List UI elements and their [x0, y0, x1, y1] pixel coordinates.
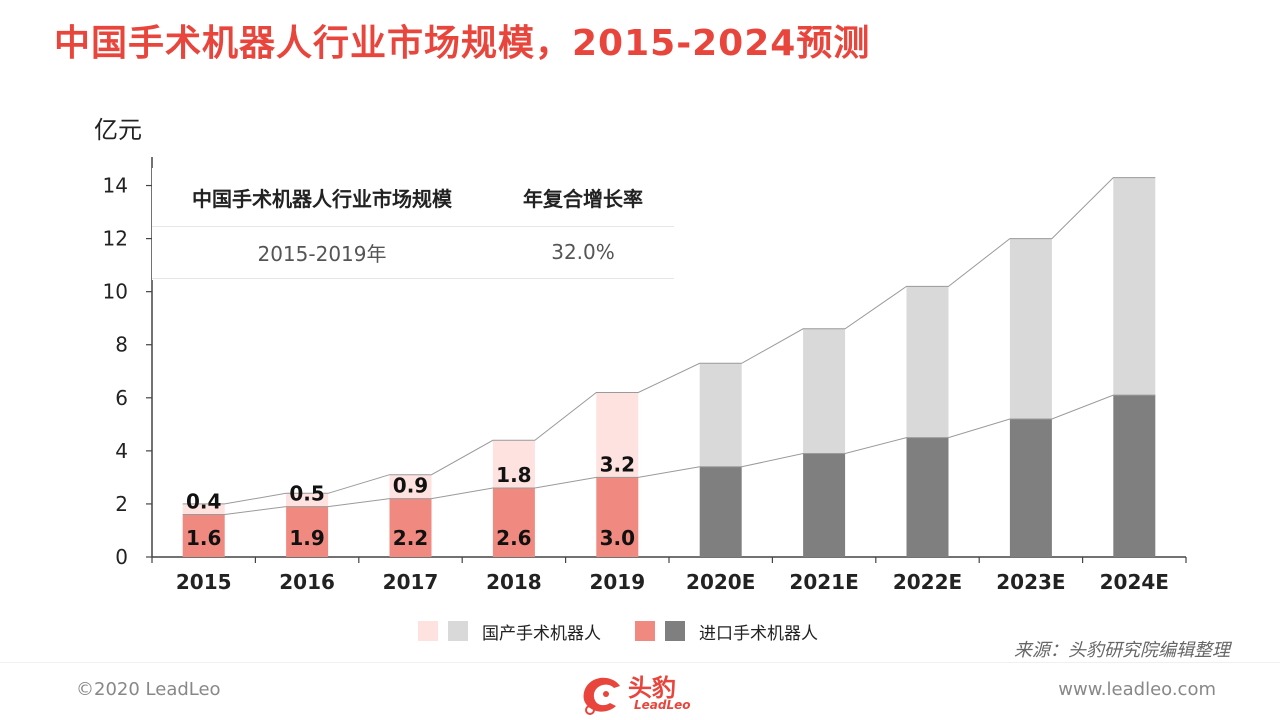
- bar-imported: [389, 498, 432, 557]
- bar-domestic: [1113, 177, 1156, 396]
- x-tick-label: 2018: [486, 570, 542, 594]
- y-axis: 0 2 4 6 8 10 12 14: [103, 157, 153, 569]
- bar-domestic: [596, 392, 639, 478]
- legend-swatch-domestic-historical: [418, 621, 438, 641]
- x-tick-label: 2020E: [686, 570, 755, 594]
- bar-imported: [492, 488, 535, 557]
- bar-domestic: [906, 286, 949, 438]
- market-size-chart: 亿元 0 2 4 6 8 10 12 14 2015 2016 2017 2018 2019 2020E…: [94, 116, 1187, 594]
- data-label-imported: 1.9: [289, 526, 324, 550]
- data-labels: 1.6 0.4 1.9 0.5 2.2 0.9 2.6 1.8 3.0 3.2: [186, 452, 635, 550]
- footer-divider: [0, 662, 1280, 663]
- bar-imported: [596, 477, 639, 557]
- x-tick-label: 2021E: [789, 570, 858, 594]
- trend-line-imported: [182, 394, 1156, 515]
- source-note: 来源：头豹研究院编辑整理: [1014, 640, 1230, 661]
- y-tick-label: 14: [103, 174, 128, 198]
- y-tick-label: 12: [103, 227, 128, 251]
- cagr-period: 2015-2019年: [257, 241, 387, 266]
- data-label-domestic: 3.2: [600, 452, 635, 476]
- legend-swatch-imported-historical: [635, 621, 655, 641]
- legend-label-imported: 进口手术机器人: [699, 623, 818, 644]
- brand-name-en: LeadLeo: [634, 698, 691, 712]
- x-tick-label: 2024E: [1100, 570, 1169, 594]
- legend-label-domestic: 国产手术机器人: [482, 623, 601, 644]
- bar-stacks: [182, 177, 1156, 557]
- brand-logo: 头豹 LeadLeo: [578, 666, 708, 718]
- bar-domestic: [182, 503, 225, 515]
- cagr-header-market: 中国手术机器人行业市场规模: [192, 186, 452, 211]
- data-label-domestic: 1.8: [496, 463, 531, 487]
- x-tick-label: 2023E: [996, 570, 1065, 594]
- x-tick-label: 2015: [176, 570, 232, 594]
- bar-imported: [1113, 395, 1156, 557]
- data-label-domestic: 0.9: [393, 474, 428, 498]
- bar-domestic: [1009, 238, 1052, 420]
- legend-swatch-domestic-forecast: [448, 621, 468, 641]
- cagr-header-rate: 年复合增长率: [523, 186, 643, 211]
- x-tick-label: 2016: [279, 570, 335, 594]
- y-tick-label: 0: [115, 545, 128, 569]
- y-tick-label: 4: [115, 439, 128, 463]
- website-url: www.leadleo.com: [1058, 679, 1216, 700]
- cagr-table-header: 中国手术机器人行业市场规模 年复合增长率: [152, 168, 674, 227]
- copyright-text: ©2020 LeadLeo: [76, 679, 221, 700]
- x-axis: 2015 2016 2017 2018 2019 2020E 2021E 2022E 2023E…: [151, 556, 1187, 594]
- y-tick-label: 2: [115, 492, 128, 516]
- bar-imported: [1009, 419, 1052, 557]
- leopard-logo-icon: [583, 677, 620, 715]
- y-tick-label: 10: [103, 280, 128, 304]
- bar-domestic: [699, 363, 742, 467]
- x-tick-label: 2022E: [893, 570, 962, 594]
- bar-imported: [906, 437, 949, 557]
- bar-domestic: [803, 328, 846, 454]
- data-label-imported: 3.0: [600, 526, 635, 550]
- data-label-imported: 2.2: [393, 526, 428, 550]
- x-tick-label: 2017: [383, 570, 439, 594]
- trend-line-total: [182, 177, 1156, 505]
- trend-lines: [182, 177, 1156, 515]
- bar-imported: [803, 453, 846, 557]
- data-label-imported: 1.6: [186, 526, 221, 550]
- y-tick-label: 6: [115, 386, 128, 410]
- data-label-imported: 2.6: [496, 526, 531, 550]
- cagr-table-row: 2015-2019年 32.0%: [152, 226, 674, 279]
- cagr-table: 中国手术机器人行业市场规模 年复合增长率 2015-2019年 32.0%: [152, 168, 674, 280]
- bar-domestic: [389, 474, 432, 499]
- x-tick-label: 2019: [589, 570, 645, 594]
- cagr-value: 32.0%: [551, 240, 615, 264]
- bar-domestic: [286, 493, 329, 507]
- y-axis-unit: 亿元: [94, 116, 142, 144]
- legend-swatch-imported-forecast: [665, 621, 685, 641]
- brand-name-cn: 头豹: [628, 674, 676, 702]
- data-label-domestic: 0.5: [289, 482, 324, 506]
- bar-domestic: [492, 440, 535, 489]
- chart-legend: 国产手术机器人 进口手术机器人: [418, 620, 852, 644]
- data-label-domestic: 0.4: [186, 490, 221, 514]
- y-tick-label: 8: [115, 333, 128, 357]
- bar-imported: [286, 506, 329, 557]
- bar-imported: [182, 514, 225, 557]
- page-title: 中国手术机器人行业市场规模，2015-2024预测: [54, 23, 871, 64]
- bar-imported: [699, 466, 742, 557]
